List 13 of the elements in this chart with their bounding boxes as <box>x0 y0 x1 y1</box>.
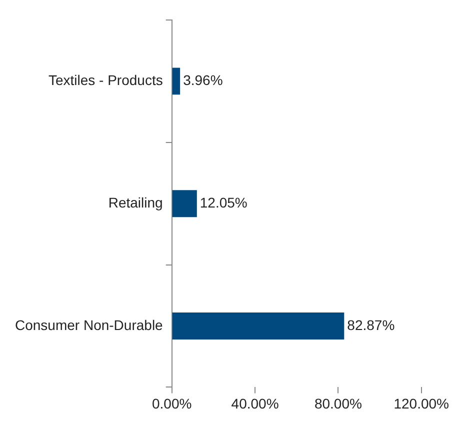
data-label: 3.96% <box>183 72 223 88</box>
bar <box>172 312 344 340</box>
bar <box>172 68 180 95</box>
bar <box>172 190 197 218</box>
y-tick-label: Retailing <box>108 194 163 210</box>
x-tick-label: 80.00% <box>314 395 362 412</box>
data-label: 82.87% <box>347 316 395 333</box>
x-tick-label: 120.00% <box>394 395 450 412</box>
x-tick-label: 0.00% <box>152 395 192 412</box>
x-tick-label: 40.00% <box>231 395 279 412</box>
data-label: 12.05% <box>200 194 248 210</box>
y-tick-label: Textiles - Products <box>48 72 163 88</box>
y-tick-label: Consumer Non-Durable <box>14 316 164 333</box>
